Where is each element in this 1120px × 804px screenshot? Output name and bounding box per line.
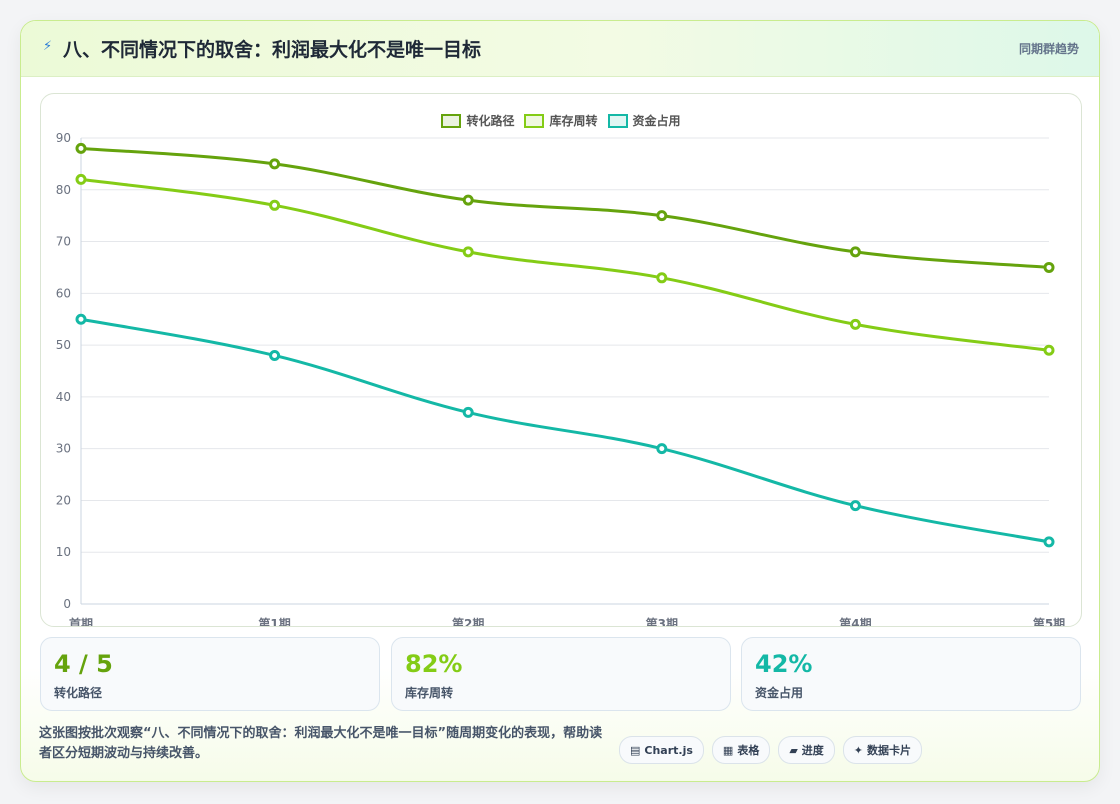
data-point: [1043, 344, 1055, 356]
page-title: 八、不同情况下的取舍：利润最大化不是唯一目标: [63, 39, 482, 61]
sparkle-icon: ✦: [853, 743, 864, 757]
stat-label-2: 资金占用: [755, 686, 804, 700]
chip-table[interactable]: ▦ 表格: [711, 736, 771, 764]
stat-card-0: 4 / 5 转化路径: [40, 637, 380, 711]
stat-label-1: 库存周转: [405, 686, 454, 700]
data-point: [462, 246, 474, 258]
data-point: [462, 194, 474, 206]
stat-card-1: 82% 库存周转: [391, 637, 731, 711]
line-chart: 0 10 20 30 40 50 60 70 80 90 首期 第1期 第2期 第3期 第4期 第5期: [56, 131, 1065, 626]
legend-swatch-0: [441, 113, 462, 128]
y-tick-label: 10: [56, 545, 71, 559]
legend-item-2[interactable]: 资金占用: [607, 112, 681, 129]
y-tick-label: 50: [56, 338, 71, 352]
x-tick-label: 第1期: [258, 616, 290, 626]
chart-icon: ▤: [630, 743, 641, 757]
legend-label-1: 库存周转: [549, 114, 598, 128]
chip-label: Chart.js: [644, 743, 693, 757]
y-tick-label: 0: [63, 597, 71, 611]
lightning-icon: ⚡: [43, 39, 53, 54]
legend-item-0[interactable]: 转化路径: [441, 112, 514, 129]
y-tick-label: 70: [56, 235, 71, 249]
y-tick-label: 60: [56, 286, 71, 300]
x-tick-label: 第2期: [452, 616, 484, 626]
legend-label-2: 资金占用: [632, 114, 681, 128]
cohort-trend-label: 同期群趋势: [1018, 42, 1079, 56]
chip-label: 表格: [737, 744, 760, 757]
y-tick-label: 80: [56, 183, 71, 197]
data-point: [462, 406, 474, 418]
x-tick-label: 第5期: [1033, 616, 1065, 626]
chip-chartjs[interactable]: ▤ Chart.js: [619, 736, 704, 764]
progress-icon: ▰: [789, 743, 798, 757]
chip-progress[interactable]: ▰ 进度: [778, 736, 835, 764]
y-tick-label: 30: [56, 442, 71, 456]
stat-label-0: 转化路径: [54, 686, 103, 700]
chart-legend: 转化路径 库存周转 资金占用: [41, 112, 1081, 129]
feature-chips: ▤ Chart.js ▦ 表格 ▰ 进度 ✦ 数据卡片: [619, 736, 923, 764]
data-point: [656, 210, 668, 222]
data-point: [75, 142, 87, 154]
stat-value-1: 82%: [405, 650, 463, 678]
x-tick-label: 首期: [69, 616, 93, 626]
stat-card-2: 42% 资金占用: [741, 637, 1081, 711]
x-tick-label: 第3期: [646, 616, 678, 626]
data-point: [269, 199, 281, 211]
y-tick-label: 90: [56, 131, 71, 145]
chart-card: ⚡ 八、不同情况下的取舍：利润最大化不是唯一目标 同期群趋势 转化路径 库存周转…: [20, 20, 1100, 782]
y-tick-label: 20: [56, 493, 71, 507]
legend-label-0: 转化路径: [466, 114, 515, 128]
series-line-0: [79, 146, 1051, 269]
legend-item-1[interactable]: 库存周转: [524, 112, 598, 129]
table-icon: ▦: [722, 743, 734, 757]
data-point: [269, 349, 281, 361]
data-point: [849, 318, 861, 330]
data-point: [75, 173, 87, 185]
stat-value-0: 4 / 5: [54, 650, 113, 678]
stat-value-2: 42%: [755, 650, 813, 678]
data-point: [849, 500, 861, 512]
chip-label: 数据卡片: [867, 744, 912, 757]
card-header: ⚡ 八、不同情况下的取舍：利润最大化不是唯一目标 同期群趋势: [21, 21, 1099, 77]
legend-swatch-1: [524, 113, 545, 128]
data-point: [656, 443, 668, 455]
data-point: [849, 246, 861, 258]
data-point: [75, 313, 87, 325]
chip-data-cards[interactable]: ✦ 数据卡片: [842, 736, 923, 764]
data-point: [656, 272, 668, 284]
chart-panel: 转化路径 库存周转 资金占用 0 10 20 30 40 50 60 70 80 90 首期 第1期 第…: [40, 93, 1082, 627]
legend-swatch-2: [607, 113, 628, 128]
data-point: [1043, 261, 1055, 273]
series-line-1: [79, 177, 1051, 352]
y-tick-label: 40: [56, 390, 71, 404]
chart-description: 这张图按批次观察“八、不同情况下的取舍：利润最大化不是唯一目标”随周期变化的表现…: [39, 726, 603, 761]
series-line-2: [79, 317, 1051, 544]
x-tick-label: 第4期: [839, 616, 871, 626]
data-point: [269, 158, 281, 170]
chip-label: 进度: [801, 744, 824, 757]
data-point: [1043, 536, 1055, 548]
